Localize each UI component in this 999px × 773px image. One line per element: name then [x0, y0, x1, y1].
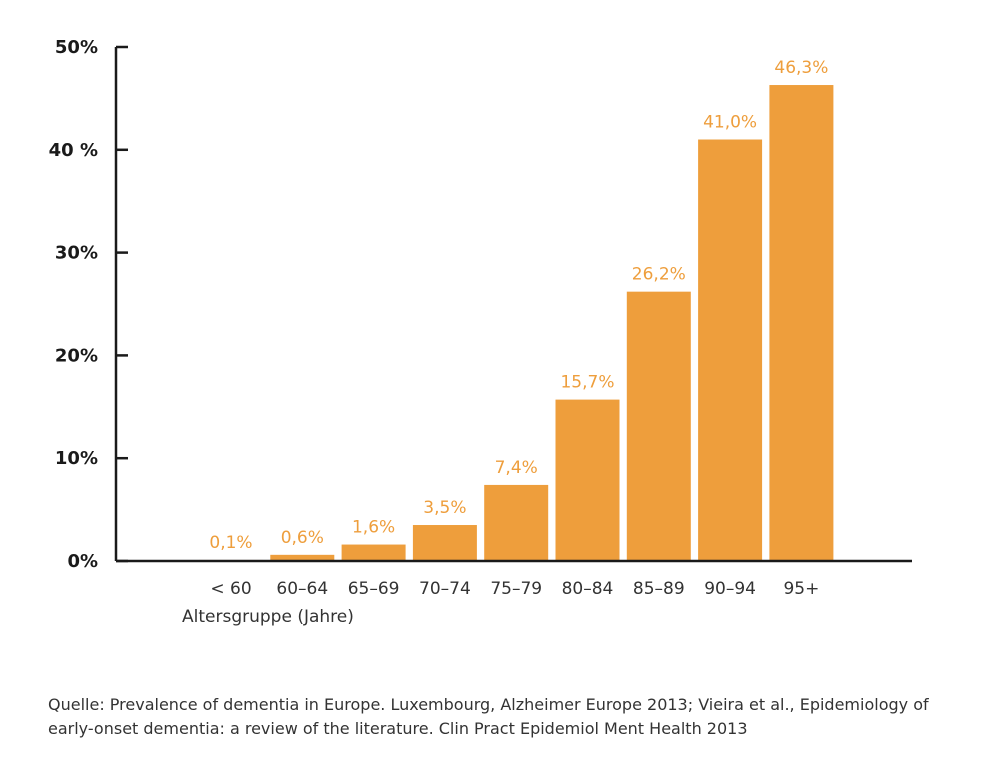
- bars-group: [199, 85, 834, 562]
- bar: [626, 291, 691, 561]
- x-tick-label: 65–69: [348, 579, 400, 599]
- x-ticks-group: < 60 60–64 65–69 70–74 75–79 80–84 85–89 90–94 9…: [210, 579, 819, 599]
- data-label: 0,1%: [209, 533, 252, 553]
- data-label: 15,7%: [560, 373, 614, 393]
- y-tick-label: 30%: [55, 243, 98, 264]
- x-axis-label: Altersgruppe (Jahre): [182, 607, 354, 627]
- data-label: 7,4%: [495, 458, 538, 478]
- y-tick-label: 20%: [55, 345, 98, 366]
- bar: [270, 554, 335, 561]
- y-tick-label: 10%: [55, 448, 98, 469]
- data-label: 1,6%: [352, 518, 395, 538]
- bar: [698, 139, 763, 561]
- x-tick-label: 90–94: [704, 579, 756, 599]
- data-label: 3,5%: [423, 498, 466, 518]
- x-tick-label: 60–64: [276, 579, 328, 599]
- bar: [769, 85, 834, 561]
- x-tick-label: 80–84: [562, 579, 614, 599]
- data-labels-group: 0,1% 0,6% 1,6% 3,5% 7,4% 15,7% 26,2% 41,0% 46,3%: [209, 58, 828, 553]
- x-tick-label: 70–74: [419, 579, 471, 599]
- data-label: 26,2%: [632, 265, 686, 285]
- x-tick-label: 95+: [783, 579, 819, 599]
- x-tick-label: 75–79: [490, 579, 542, 599]
- y-tick-label: 50%: [55, 37, 98, 58]
- y-ticks-group: 0% 10% 20% 30% 40 % 50%: [49, 37, 128, 572]
- x-tick-label: 85–89: [633, 579, 685, 599]
- x-tick-label: < 60: [210, 579, 251, 599]
- data-label: 41,0%: [703, 113, 757, 133]
- data-label: 0,6%: [281, 528, 324, 548]
- bar-chart: 0,1% 0,6% 1,6% 3,5% 7,4% 15,7% 26,2% 41,0% 46,3%…: [49, 37, 912, 627]
- source-note: Quelle: Prevalence of dementia in Europe…: [48, 695, 929, 738]
- data-label: 46,3%: [774, 58, 828, 78]
- bar: [484, 484, 549, 561]
- bar: [555, 399, 620, 561]
- y-tick-label: 40 %: [49, 140, 98, 161]
- bar: [412, 525, 477, 561]
- y-tick-label: 0%: [67, 551, 98, 572]
- bar: [341, 544, 406, 561]
